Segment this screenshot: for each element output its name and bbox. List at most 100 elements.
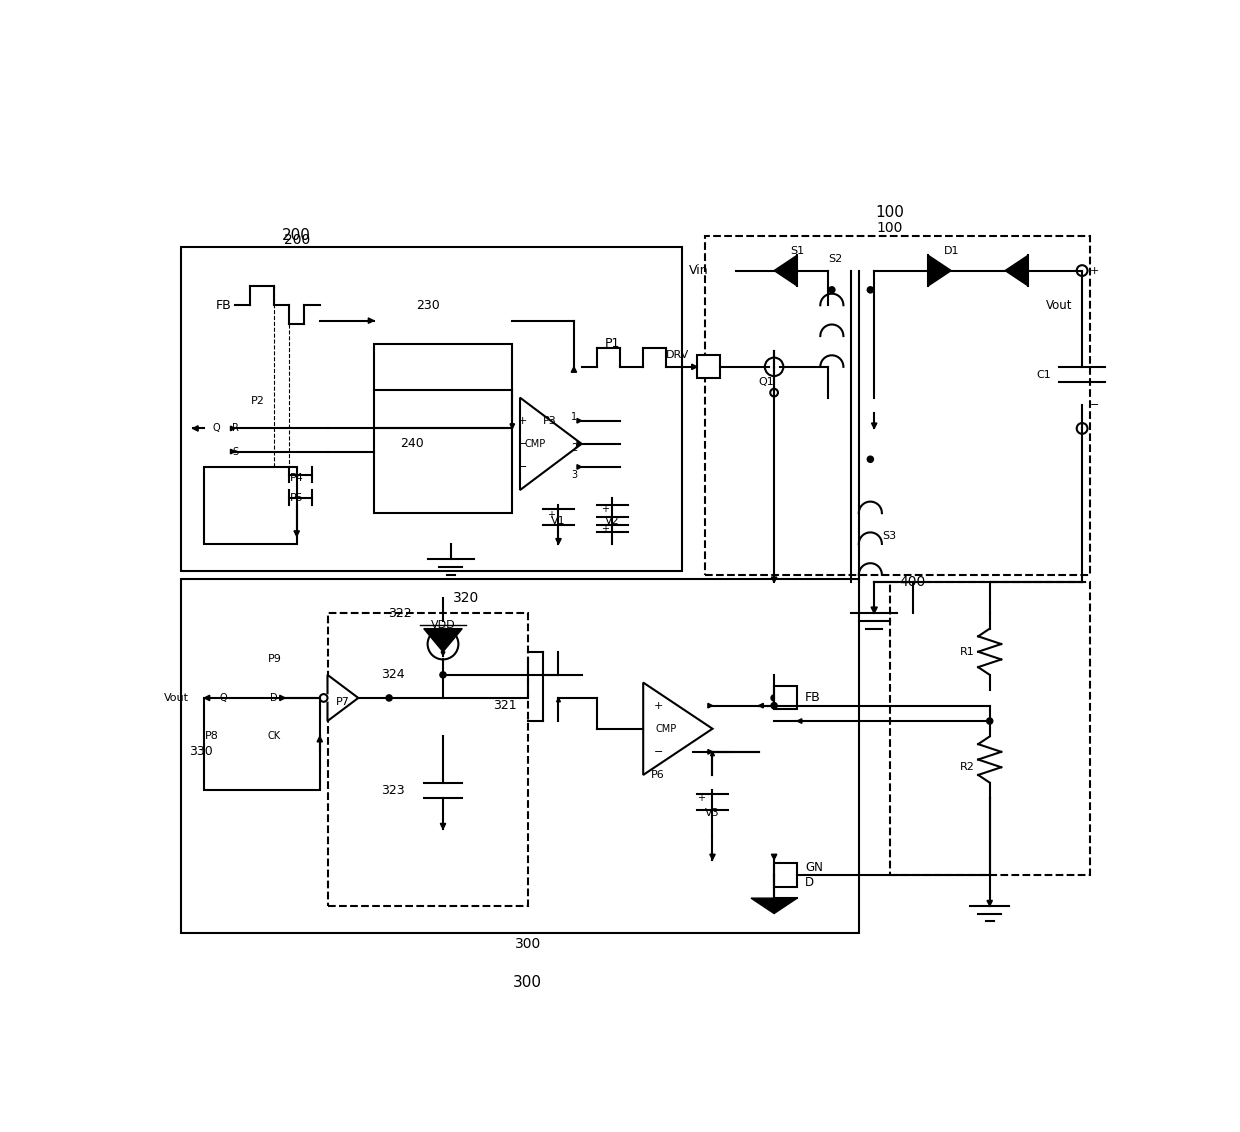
Text: V1: V1 — [552, 516, 565, 526]
Text: +: + — [547, 509, 554, 520]
Bar — [697, 355, 720, 378]
Polygon shape — [774, 255, 797, 286]
Polygon shape — [577, 464, 582, 470]
Text: 323: 323 — [381, 783, 404, 797]
Polygon shape — [1006, 255, 1028, 286]
Text: 322: 322 — [388, 607, 412, 619]
Circle shape — [320, 694, 327, 702]
Polygon shape — [424, 628, 463, 652]
Bar — [704, 235, 1090, 575]
Circle shape — [828, 286, 835, 293]
Polygon shape — [797, 719, 802, 723]
Text: 100: 100 — [875, 205, 904, 221]
Text: P8: P8 — [205, 731, 219, 741]
Polygon shape — [280, 695, 285, 701]
Polygon shape — [577, 441, 582, 446]
Circle shape — [1076, 265, 1087, 276]
Circle shape — [440, 671, 446, 678]
Polygon shape — [294, 531, 299, 537]
Text: 300: 300 — [515, 937, 541, 951]
Text: 400: 400 — [899, 575, 926, 590]
Text: Q: Q — [212, 423, 219, 434]
Text: P3: P3 — [543, 415, 557, 426]
Circle shape — [771, 703, 777, 709]
Text: V2: V2 — [605, 516, 620, 526]
Text: V3: V3 — [706, 808, 719, 818]
Bar — [373, 344, 512, 428]
Bar — [181, 248, 682, 571]
Text: 321: 321 — [492, 700, 516, 712]
Text: P7: P7 — [336, 697, 350, 706]
Text: +: + — [600, 504, 609, 514]
Polygon shape — [205, 695, 210, 701]
Circle shape — [1079, 424, 1086, 432]
Text: Vout: Vout — [1045, 299, 1073, 311]
Text: Vin: Vin — [689, 264, 709, 277]
Circle shape — [771, 695, 777, 701]
Text: R2: R2 — [960, 762, 975, 772]
Text: VDD: VDD — [430, 620, 455, 629]
Polygon shape — [987, 900, 992, 906]
Polygon shape — [520, 397, 582, 490]
Polygon shape — [708, 749, 713, 754]
Text: S1: S1 — [790, 247, 805, 256]
Text: P5: P5 — [290, 492, 304, 503]
Circle shape — [765, 358, 784, 376]
Text: P9: P9 — [268, 654, 281, 664]
Text: 2: 2 — [570, 443, 577, 453]
Text: Q: Q — [219, 693, 227, 703]
Polygon shape — [711, 752, 714, 756]
Text: −: − — [1090, 401, 1099, 410]
Circle shape — [770, 388, 777, 396]
Text: P6: P6 — [651, 770, 665, 780]
Text: R1: R1 — [960, 646, 975, 657]
Text: 330: 330 — [188, 745, 212, 758]
Text: S3: S3 — [883, 531, 897, 541]
Polygon shape — [577, 419, 582, 423]
Text: D: D — [270, 693, 278, 703]
Circle shape — [1076, 423, 1087, 434]
Text: FB: FB — [805, 692, 821, 704]
Polygon shape — [928, 255, 951, 286]
Bar — [205, 466, 296, 544]
Text: P1: P1 — [605, 337, 620, 350]
Circle shape — [867, 456, 873, 462]
Polygon shape — [771, 577, 776, 583]
Text: D1: D1 — [944, 247, 959, 256]
Bar — [889, 583, 1090, 875]
Polygon shape — [557, 698, 560, 702]
Text: −: − — [517, 462, 527, 472]
Bar — [774, 864, 797, 886]
Circle shape — [386, 695, 392, 701]
Circle shape — [428, 628, 459, 660]
Bar — [205, 698, 320, 790]
Polygon shape — [441, 652, 445, 655]
Polygon shape — [872, 607, 877, 614]
Polygon shape — [708, 703, 713, 708]
Text: 200: 200 — [283, 229, 311, 243]
Circle shape — [771, 387, 776, 393]
Text: CMP: CMP — [525, 439, 546, 449]
Text: S2: S2 — [828, 254, 843, 264]
Polygon shape — [644, 683, 713, 775]
Polygon shape — [692, 365, 697, 369]
Bar — [181, 578, 859, 933]
Polygon shape — [872, 423, 877, 428]
Text: 200: 200 — [284, 233, 310, 247]
Text: 240: 240 — [401, 437, 424, 451]
Text: P4: P4 — [290, 473, 304, 483]
Text: CMP: CMP — [656, 723, 677, 734]
Polygon shape — [771, 855, 776, 859]
Text: CK: CK — [267, 731, 280, 741]
Circle shape — [325, 695, 331, 701]
Polygon shape — [556, 539, 562, 544]
Text: +: + — [653, 701, 663, 711]
Text: 3: 3 — [570, 470, 577, 480]
Text: −: − — [653, 747, 663, 757]
Text: +: + — [517, 415, 527, 426]
Text: −: − — [517, 439, 527, 449]
Text: S: S — [232, 446, 238, 456]
Polygon shape — [231, 449, 236, 454]
Polygon shape — [751, 898, 797, 914]
Text: 300: 300 — [513, 976, 542, 990]
